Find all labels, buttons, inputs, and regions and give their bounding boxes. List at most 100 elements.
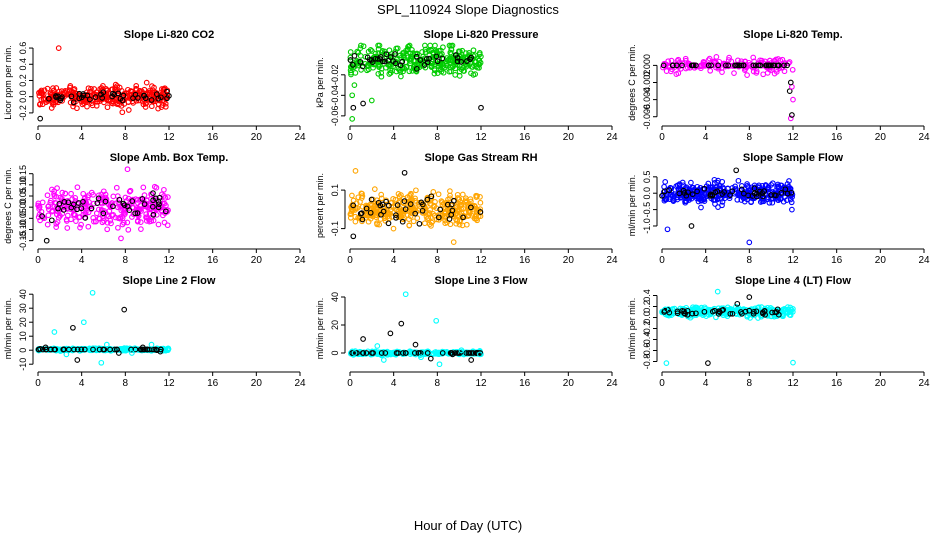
y-axis-label: percent per min.	[315, 173, 325, 238]
reference-point	[366, 56, 373, 63]
data-point	[735, 308, 741, 315]
data-point	[162, 103, 169, 110]
data-point	[464, 198, 470, 205]
data-point	[104, 104, 111, 111]
x-tick-label: 24	[918, 132, 930, 143]
outlier-point	[401, 169, 408, 176]
data-point	[475, 61, 482, 68]
reference-point	[457, 350, 463, 356]
panel-title: Slope Amb. Box Temp.	[110, 152, 229, 164]
reference-point	[102, 198, 109, 205]
data-point	[48, 105, 55, 111]
data-point	[119, 221, 126, 228]
reference-point	[120, 92, 127, 99]
data-point	[143, 79, 150, 86]
reference-point	[61, 199, 68, 205]
reference-point	[383, 198, 389, 205]
reference-point	[439, 350, 446, 356]
reference-point	[394, 202, 401, 208]
reference-point	[788, 189, 795, 196]
y-tick-label: -0.15	[18, 230, 28, 251]
outlier-point	[398, 320, 405, 327]
reference-point	[110, 90, 116, 97]
y-tick-label: -0.4	[642, 332, 652, 348]
panel-6: Slope Sample Flow ml/min per min. 0 4 8 12 16 2…	[627, 152, 930, 266]
data-point	[85, 97, 92, 104]
data-point	[476, 65, 482, 71]
data-point	[707, 67, 714, 74]
data-point	[347, 214, 354, 221]
y-tick-label: 0.0	[18, 90, 28, 103]
data-point	[447, 49, 454, 56]
reference-point	[59, 94, 65, 100]
data-point	[141, 86, 148, 93]
data-point	[359, 193, 366, 199]
data-point	[72, 195, 79, 201]
reference-point	[359, 216, 366, 223]
outlier-point	[70, 324, 76, 331]
data-point	[76, 214, 82, 221]
data-point	[454, 191, 461, 198]
outlier-point	[98, 359, 105, 366]
data-point	[91, 218, 97, 225]
x-tick-label: 0	[347, 378, 353, 389]
data-point	[738, 183, 745, 189]
reference-point	[92, 94, 99, 100]
data-point	[719, 202, 725, 209]
data-point	[683, 65, 689, 72]
data-point	[764, 307, 771, 313]
y-tick-label: -0.004	[642, 87, 652, 113]
outlier-point	[349, 116, 356, 122]
y-tick-label: -0.2	[642, 321, 652, 337]
outlier-point	[477, 351, 483, 358]
reference-point	[740, 62, 747, 69]
data-point	[782, 194, 788, 200]
reference-point	[164, 88, 170, 95]
reference-point	[156, 201, 162, 208]
y-tick-label: 0.4	[642, 289, 652, 302]
reference-point	[141, 201, 148, 207]
data-point	[35, 214, 42, 220]
reference-point	[477, 209, 484, 215]
data-point	[359, 190, 365, 197]
reference-point	[722, 62, 729, 69]
data-point	[69, 196, 76, 203]
data-point	[46, 206, 52, 213]
reference-point	[466, 350, 473, 356]
outlier-point	[89, 289, 96, 296]
x-tick-label: 20	[563, 255, 575, 266]
reference-point	[76, 95, 83, 102]
data-point	[698, 204, 704, 211]
data-point	[700, 59, 707, 65]
reference-point	[88, 205, 95, 212]
data-point	[405, 43, 412, 50]
data-point	[378, 73, 385, 80]
data-point	[392, 48, 399, 55]
reference-point	[771, 192, 778, 198]
reference-point	[363, 205, 370, 212]
reference-point	[129, 198, 136, 204]
outlier-point	[165, 347, 171, 354]
data-point	[759, 196, 766, 202]
reference-point	[155, 204, 162, 211]
data-point	[431, 67, 438, 74]
x-tick-label: 12	[163, 255, 175, 266]
data-point	[104, 219, 111, 226]
outlier-point	[368, 97, 375, 104]
x-tick-label: 20	[251, 378, 263, 389]
reference-point	[659, 192, 665, 199]
reference-point	[751, 308, 757, 315]
x-tick-label: 12	[787, 378, 799, 389]
x-tick-label: 4	[79, 378, 85, 389]
reference-point	[155, 198, 162, 205]
data-point	[765, 184, 771, 191]
reference-point	[708, 62, 714, 69]
data-point	[421, 220, 428, 227]
reference-point	[359, 350, 366, 356]
y-tick-label: 10	[18, 331, 28, 341]
data-point	[431, 70, 438, 77]
y-tick-label: 0.2	[642, 300, 652, 313]
reference-point	[681, 190, 688, 196]
outlier-point	[43, 237, 50, 244]
